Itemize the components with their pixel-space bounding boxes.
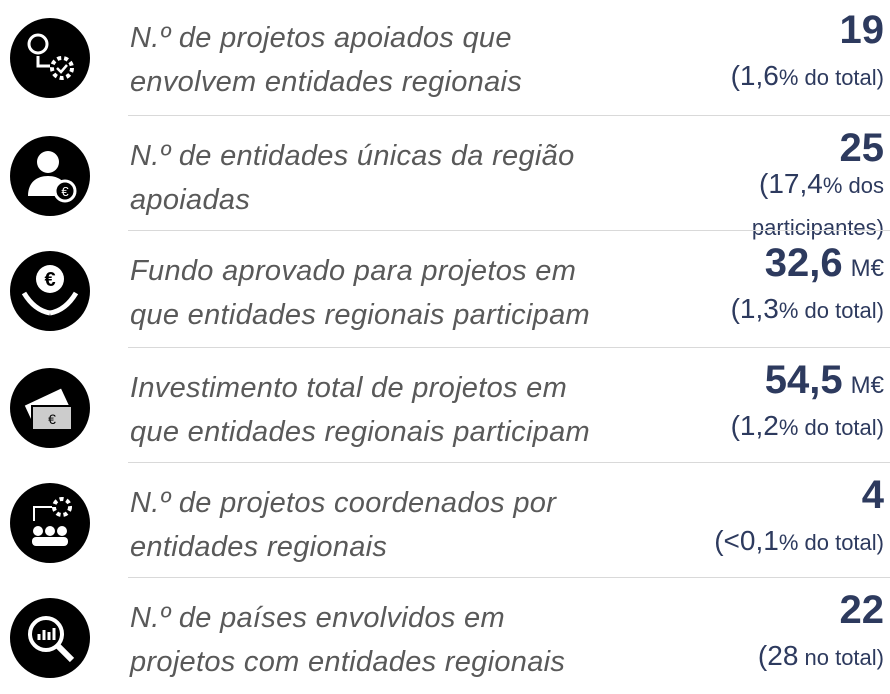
value-line: 54,5 M€ [731, 358, 884, 402]
value: 25 [839, 126, 885, 170]
value: 54,5 [764, 358, 843, 402]
metric-row: N.º de países envolvidos em projetos com … [0, 580, 890, 694]
note-rest: % do total) [778, 298, 884, 323]
note-main: (1,6 [730, 60, 779, 91]
svg-text:€: € [61, 184, 69, 199]
note-rest: % dos participantes) [751, 173, 884, 240]
icon [10, 483, 90, 563]
value-block: 19 (1,6% do total) [731, 8, 884, 98]
metric-row: € N.º de entidades únicas da região apoiad… [0, 118, 890, 240]
note-main: (1,2 [730, 410, 779, 441]
svg-text:€: € [48, 411, 56, 427]
value: 32,6 [764, 241, 843, 285]
label-line: projetos com entidades regionais [130, 646, 566, 678]
note: (1,3% do total) [731, 289, 884, 331]
unit: M€ [850, 372, 884, 399]
separator [128, 230, 890, 231]
note-rest: % do total) [778, 415, 884, 440]
svg-text:€: € [44, 269, 55, 291]
label: N.º de entidades únicas da região apoiada… [130, 134, 575, 222]
label: N.º de projetos apoiados que envolvem ent… [130, 16, 522, 104]
value-line: 22 [758, 588, 885, 632]
note: (28 no total) [758, 636, 884, 678]
separator [128, 347, 890, 348]
label: N.º de projetos coordenados por entidades… [130, 481, 556, 569]
label: Investimento total de projetos em que ent… [130, 366, 590, 454]
label: Fundo aprovado para projetos em que entid… [130, 249, 590, 337]
separator [128, 577, 890, 578]
value-block: 22 (28 no total) [758, 588, 884, 678]
value-line: 19 [731, 8, 885, 52]
label-line: entidades regionais [130, 531, 388, 563]
metric-row: N.º de projetos coordenados por entidades… [0, 465, 890, 580]
note-main: (<0,1 [714, 525, 779, 556]
label-line: envolvem entidades regionais [130, 66, 523, 98]
note-main: (28 [757, 640, 799, 671]
value-block: 4 (<0,1% do total) [714, 473, 884, 563]
icon: € [10, 251, 90, 331]
label: N.º de países envolvidos em projetos com … [130, 596, 565, 684]
unit: M€ [850, 255, 884, 282]
value-block: 32,6 M€ (1,3% do total) [731, 241, 884, 331]
label-line: que entidades regionais participam [130, 416, 590, 448]
note-main: (1,3 [730, 293, 779, 324]
label-line: N.º de entidades únicas da região [130, 140, 575, 172]
note-rest: no total) [798, 645, 885, 670]
note: (17,4% dos participantes) [694, 164, 884, 248]
separator [128, 115, 890, 116]
note: (1,6% do total) [731, 56, 884, 98]
value-block: 54,5 M€ (1,2% do total) [731, 358, 884, 448]
value-block: 25 (17,4% dos participantes) [694, 126, 884, 248]
separator [128, 462, 890, 463]
label-line: Fundo aprovado para projetos em [130, 255, 577, 287]
label-line: Investimento total de projetos em [130, 372, 568, 404]
value: 4 [861, 473, 884, 517]
note: (1,2% do total) [731, 406, 884, 448]
label-line: apoiadas [130, 184, 251, 216]
value-line: 25 [694, 126, 885, 170]
icon: € [10, 368, 90, 448]
value-line: 32,6 M€ [731, 241, 884, 285]
icon: € [10, 136, 90, 216]
note: (<0,1% do total) [714, 521, 884, 563]
value: 22 [839, 588, 885, 632]
metric-row: N.º de projetos apoiados que envolvem ent… [0, 0, 890, 115]
label-line: N.º de países envolvidos em [130, 602, 505, 634]
icon [10, 18, 90, 98]
note-rest: % do total) [778, 530, 884, 555]
metric-row: € Fundo aprovado para projetos em que enti… [0, 233, 890, 348]
label-line: N.º de projetos apoiados que [130, 22, 512, 54]
value-line: 4 [714, 473, 884, 517]
note-rest: % do total) [778, 65, 884, 90]
label-line: N.º de projetos coordenados por [130, 487, 557, 519]
icon [10, 598, 90, 678]
metric-row: € Investimento total de projetos em que en… [0, 350, 890, 465]
label-line: que entidades regionais participam [130, 299, 590, 331]
note-main: (17,4 [759, 168, 823, 199]
value: 19 [839, 8, 885, 52]
